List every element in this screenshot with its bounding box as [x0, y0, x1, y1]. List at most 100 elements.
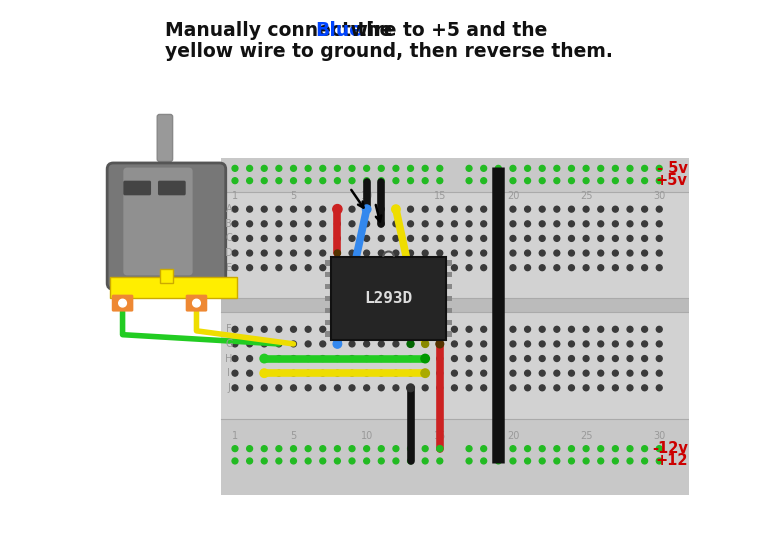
Circle shape: [657, 250, 662, 256]
Circle shape: [466, 385, 472, 391]
Circle shape: [452, 206, 458, 212]
Circle shape: [642, 265, 647, 271]
Circle shape: [642, 178, 647, 183]
Circle shape: [349, 326, 355, 332]
Circle shape: [408, 356, 413, 361]
Circle shape: [232, 341, 238, 347]
Circle shape: [642, 385, 647, 391]
Circle shape: [510, 265, 516, 271]
Circle shape: [349, 236, 355, 241]
Circle shape: [408, 370, 413, 376]
Circle shape: [290, 221, 296, 227]
Circle shape: [379, 385, 384, 391]
Circle shape: [232, 265, 238, 271]
Text: - 5v: - 5v: [657, 161, 687, 176]
Circle shape: [495, 236, 502, 241]
Circle shape: [334, 356, 340, 361]
Text: 1: 1: [232, 431, 238, 441]
Circle shape: [305, 326, 311, 332]
FancyBboxPatch shape: [124, 181, 151, 195]
Circle shape: [334, 221, 340, 227]
Circle shape: [554, 446, 560, 451]
Circle shape: [510, 458, 516, 464]
Circle shape: [393, 458, 399, 464]
Circle shape: [319, 385, 326, 391]
Circle shape: [466, 265, 472, 271]
Bar: [160, 269, 174, 283]
Text: wire to +5 and the: wire to +5 and the: [344, 21, 547, 39]
Circle shape: [393, 341, 399, 347]
Circle shape: [276, 221, 282, 227]
Circle shape: [290, 458, 296, 464]
Circle shape: [334, 206, 340, 212]
Circle shape: [612, 370, 618, 376]
Circle shape: [392, 205, 400, 214]
Circle shape: [305, 206, 311, 212]
Circle shape: [539, 458, 545, 464]
Circle shape: [481, 370, 487, 376]
Circle shape: [379, 341, 384, 347]
Circle shape: [276, 385, 282, 391]
Circle shape: [422, 236, 428, 241]
Text: 25: 25: [580, 431, 592, 441]
Circle shape: [495, 250, 502, 256]
Circle shape: [612, 458, 618, 464]
Circle shape: [319, 166, 326, 171]
Circle shape: [437, 250, 442, 256]
Circle shape: [305, 265, 311, 271]
Circle shape: [319, 356, 326, 361]
Circle shape: [364, 221, 369, 227]
Text: 1: 1: [232, 191, 238, 201]
Circle shape: [276, 446, 282, 451]
Circle shape: [437, 236, 442, 241]
Circle shape: [422, 221, 428, 227]
Circle shape: [261, 326, 267, 332]
Circle shape: [408, 221, 413, 227]
Circle shape: [525, 221, 531, 227]
Circle shape: [583, 446, 589, 451]
Circle shape: [319, 206, 326, 212]
Circle shape: [333, 205, 342, 214]
Circle shape: [583, 458, 589, 464]
Circle shape: [554, 385, 560, 391]
Circle shape: [525, 341, 531, 347]
Circle shape: [568, 250, 574, 256]
Circle shape: [349, 221, 355, 227]
Circle shape: [261, 341, 267, 347]
Circle shape: [612, 265, 618, 271]
Circle shape: [319, 458, 326, 464]
Circle shape: [539, 265, 545, 271]
Circle shape: [290, 236, 296, 241]
Circle shape: [657, 326, 662, 332]
Text: 5: 5: [290, 191, 296, 201]
Circle shape: [495, 206, 502, 212]
Circle shape: [612, 178, 618, 183]
Circle shape: [612, 446, 618, 451]
Circle shape: [598, 265, 604, 271]
Circle shape: [290, 178, 296, 183]
Circle shape: [452, 370, 458, 376]
Circle shape: [657, 265, 662, 271]
Circle shape: [305, 250, 311, 256]
Circle shape: [612, 326, 618, 332]
Circle shape: [334, 341, 340, 347]
Circle shape: [247, 265, 253, 271]
Circle shape: [422, 446, 428, 451]
Circle shape: [276, 166, 282, 171]
Circle shape: [452, 326, 458, 332]
Circle shape: [349, 341, 355, 347]
Circle shape: [349, 356, 355, 361]
Circle shape: [290, 206, 296, 212]
Text: Manually connect the: Manually connect the: [165, 21, 399, 39]
Circle shape: [495, 341, 502, 347]
Circle shape: [554, 370, 560, 376]
Circle shape: [247, 446, 253, 451]
Circle shape: [525, 385, 531, 391]
Circle shape: [642, 446, 647, 451]
Circle shape: [422, 265, 428, 271]
Circle shape: [627, 385, 633, 391]
Circle shape: [379, 326, 384, 332]
Text: 20: 20: [507, 191, 519, 201]
Circle shape: [422, 326, 428, 332]
Circle shape: [407, 340, 414, 348]
